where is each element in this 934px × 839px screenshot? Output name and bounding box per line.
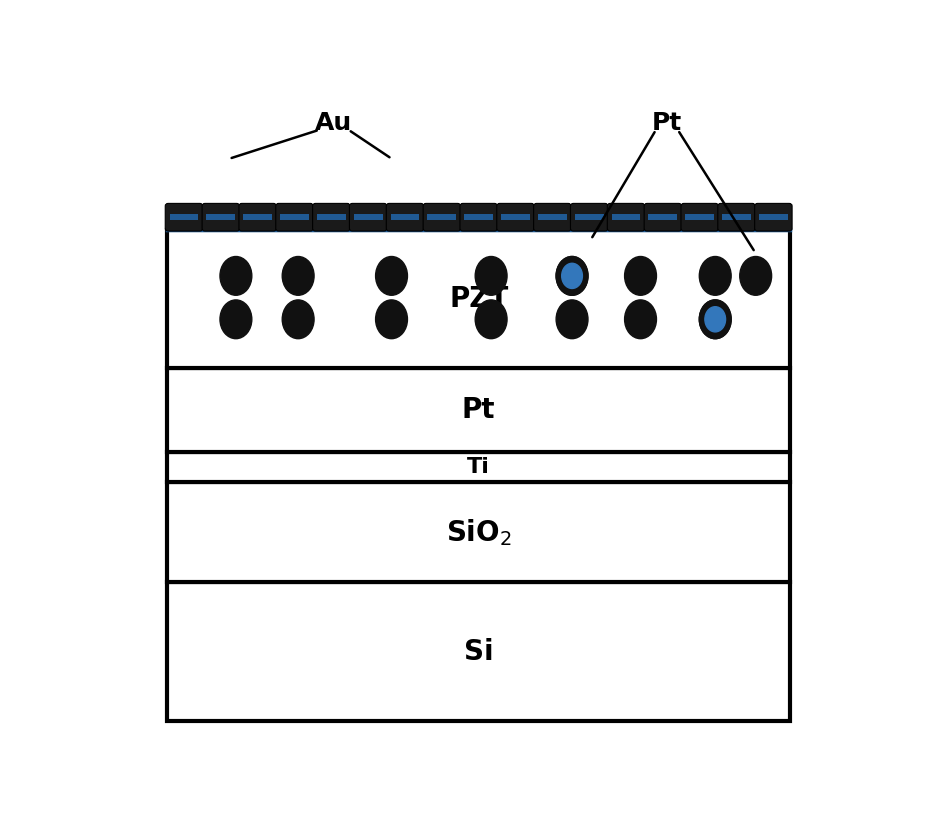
Text: Pt: Pt (462, 396, 495, 425)
Ellipse shape (625, 300, 657, 339)
Ellipse shape (705, 307, 726, 332)
FancyBboxPatch shape (349, 203, 387, 231)
Bar (502, 214, 530, 221)
Text: Au: Au (316, 112, 352, 135)
FancyBboxPatch shape (644, 203, 682, 231)
Bar (648, 214, 677, 221)
Bar (390, 214, 419, 221)
Text: Si: Si (464, 638, 493, 665)
Text: SiO$_2$: SiO$_2$ (446, 517, 512, 548)
FancyBboxPatch shape (313, 203, 350, 231)
Ellipse shape (375, 300, 407, 339)
Bar (759, 214, 787, 221)
Ellipse shape (475, 300, 507, 339)
Bar (538, 214, 567, 221)
Ellipse shape (220, 257, 252, 295)
FancyBboxPatch shape (387, 203, 424, 231)
Bar (722, 214, 751, 221)
Ellipse shape (282, 257, 314, 295)
FancyBboxPatch shape (460, 203, 498, 231)
FancyBboxPatch shape (202, 203, 239, 231)
Bar (428, 214, 456, 221)
Bar (612, 214, 641, 221)
Bar (317, 214, 346, 221)
Ellipse shape (375, 257, 407, 295)
FancyBboxPatch shape (497, 203, 534, 231)
Bar (167, 368, 790, 452)
Bar (280, 214, 309, 221)
Ellipse shape (625, 257, 657, 295)
Ellipse shape (561, 263, 583, 289)
Ellipse shape (556, 257, 588, 295)
Bar (167, 482, 790, 582)
FancyBboxPatch shape (718, 203, 756, 231)
Ellipse shape (700, 300, 731, 339)
Ellipse shape (700, 300, 731, 339)
FancyBboxPatch shape (571, 203, 608, 231)
FancyBboxPatch shape (239, 203, 276, 231)
Ellipse shape (475, 257, 507, 295)
Bar (243, 214, 272, 221)
FancyBboxPatch shape (533, 203, 571, 231)
Bar (354, 214, 383, 221)
Text: PZT: PZT (449, 285, 508, 313)
Ellipse shape (556, 300, 588, 339)
Ellipse shape (282, 300, 314, 339)
FancyBboxPatch shape (755, 203, 792, 231)
FancyBboxPatch shape (423, 203, 460, 231)
Bar (167, 230, 790, 368)
Ellipse shape (556, 257, 588, 295)
Bar (206, 214, 235, 221)
Bar (167, 452, 790, 482)
Bar (170, 214, 198, 221)
Ellipse shape (220, 300, 252, 339)
Bar (464, 214, 493, 221)
FancyBboxPatch shape (607, 203, 644, 231)
Text: Pt: Pt (652, 112, 682, 135)
Text: Ti: Ti (467, 457, 490, 477)
Ellipse shape (740, 257, 771, 295)
Bar (167, 582, 790, 721)
Ellipse shape (700, 257, 731, 295)
FancyBboxPatch shape (165, 203, 203, 231)
FancyBboxPatch shape (276, 203, 313, 231)
FancyBboxPatch shape (681, 203, 718, 231)
Bar (686, 214, 715, 221)
Bar (574, 214, 603, 221)
